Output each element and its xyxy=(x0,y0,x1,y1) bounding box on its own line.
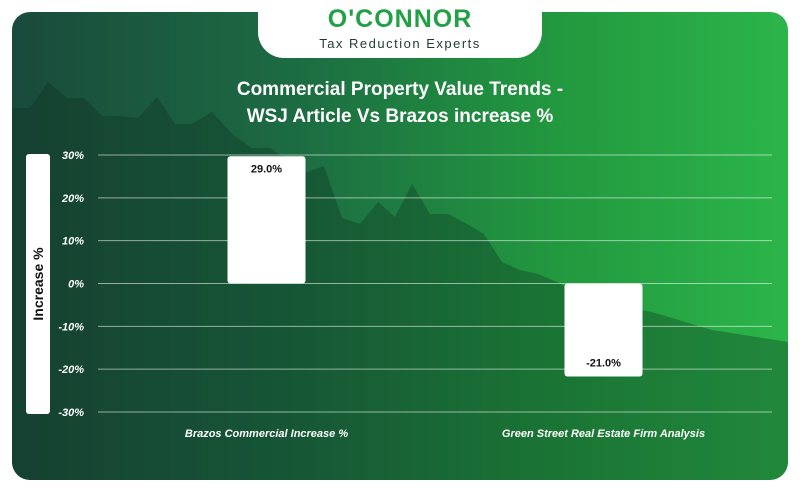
chart-card xyxy=(12,12,788,480)
chart-title: Commercial Property Value Trends - xyxy=(236,79,564,100)
bars xyxy=(227,156,643,377)
data-label: 29.0% xyxy=(251,163,282,175)
y-tick-label: -20% xyxy=(58,364,84,376)
y-tick-label: -30% xyxy=(58,407,84,419)
y-axis-label-box xyxy=(26,154,50,414)
y-tick-label: 20% xyxy=(61,193,84,205)
y-tick-label: 0% xyxy=(68,279,84,291)
brand-tagline: Tax Reduction Experts xyxy=(319,36,481,51)
y-axis-ticks: 30% 20% 10% 0% -10% -20% -30% xyxy=(58,150,84,419)
y-tick-label: -10% xyxy=(58,321,84,333)
data-labels: 29.0% -21.0% xyxy=(251,163,621,369)
logo: O'CONNOR Tax Reduction Experts xyxy=(258,0,542,58)
x-category-label: Brazos Commercial Increase % xyxy=(185,428,348,440)
data-label: -21.0% xyxy=(586,357,621,369)
x-axis-categories: Brazos Commercial Increase % Green Street… xyxy=(185,428,705,440)
gridlines xyxy=(98,154,772,413)
x-category-label: Green Street Real Estate Firm Analysis xyxy=(502,428,705,440)
mountain-background-decoration xyxy=(12,82,788,480)
bar xyxy=(564,283,643,377)
chart-subtitle: WSJ Article Vs Brazos increase % xyxy=(246,106,554,127)
y-tick-label: 30% xyxy=(62,150,84,162)
bar xyxy=(227,156,306,284)
y-tick-label: 10% xyxy=(62,236,84,248)
brand-name: O'CONNOR xyxy=(327,5,473,33)
